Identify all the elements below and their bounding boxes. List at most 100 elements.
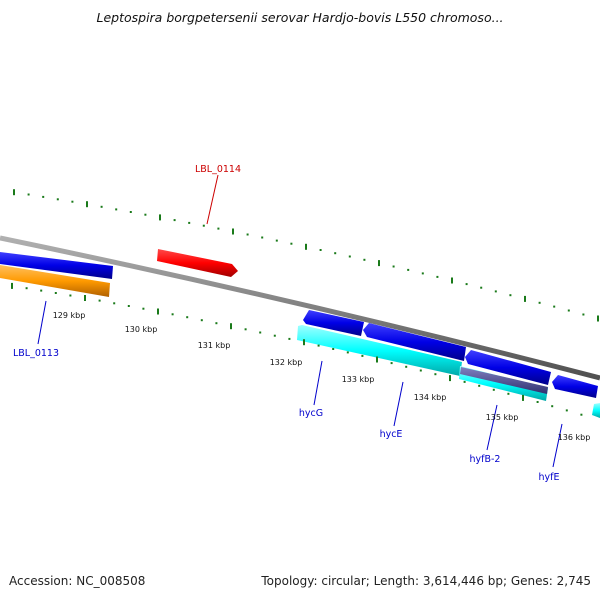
outer-tick-mark xyxy=(465,283,468,286)
outer-tick-mark xyxy=(13,189,15,196)
label-hyfE: hyfE xyxy=(539,472,560,483)
inner-tick-mark xyxy=(127,305,130,307)
inner-tick-mark xyxy=(40,289,43,292)
inner-tick-mark xyxy=(405,365,408,368)
inner-tick-mark xyxy=(303,339,305,346)
gene-hycG[interactable] xyxy=(303,310,364,336)
inner-tick-mark xyxy=(84,295,86,301)
gene-blue-left[interactable] xyxy=(0,252,113,279)
outer-tick-mark xyxy=(567,309,570,312)
outer-tick-mark xyxy=(144,213,147,216)
leader-lbl-0113 xyxy=(37,300,47,345)
inner-tick-mark xyxy=(478,384,481,387)
outer-tick-mark xyxy=(436,275,439,278)
inner-tick-mark xyxy=(522,394,524,401)
outer-tick-mark xyxy=(56,198,59,201)
inner-tick-mark xyxy=(215,322,218,325)
outer-tick-mark xyxy=(42,195,45,198)
inner-tick-mark xyxy=(244,328,247,331)
inner-tick-mark xyxy=(551,405,554,408)
outer-tick-mark xyxy=(290,242,293,245)
tick-label-134kbp: 134 kbp xyxy=(414,393,447,402)
outer-tick-mark xyxy=(246,233,249,236)
gene-hyfB-2[interactable] xyxy=(465,350,551,385)
inner-tick-mark xyxy=(142,307,145,310)
outer-tick-mark xyxy=(378,260,380,267)
inner-tick-mark xyxy=(346,351,349,354)
inner-tick-mark xyxy=(200,319,203,322)
map-title: Leptospira borgpetersenii serovar Hardjo… xyxy=(96,10,504,25)
genome-summary-text: Topology: circular; Length: 3,614,446 bp… xyxy=(261,574,591,588)
leader-hyfE xyxy=(552,423,563,468)
inner-tick-mark xyxy=(25,287,28,290)
outer-tick-mark xyxy=(86,201,88,208)
outer-tick-mark xyxy=(509,294,512,297)
inner-tick-mark xyxy=(230,323,232,330)
outer-tick-mark xyxy=(392,265,395,268)
inner-tick-mark xyxy=(492,388,495,391)
label-hyfB-2: hyfB-2 xyxy=(470,454,501,465)
outer-tick-mark xyxy=(71,200,74,203)
outer-tick-mark xyxy=(173,219,176,222)
gene-lbl-0114[interactable] xyxy=(157,249,238,277)
gene-hyfE[interactable] xyxy=(552,375,598,398)
inner-tick-mark xyxy=(332,348,335,350)
feature-cyan-main[interactable] xyxy=(297,325,462,376)
inner-tick-mark xyxy=(113,302,116,305)
gene-hycE[interactable] xyxy=(363,323,466,361)
outer-tick-mark xyxy=(524,295,526,302)
leader-lbl-0114 xyxy=(206,174,219,225)
outer-tick-mark xyxy=(275,239,278,242)
outer-tick-mark xyxy=(188,221,191,224)
outer-tick-mark xyxy=(538,301,541,304)
outer-tick-ring xyxy=(13,189,599,322)
tick-label-136kbp: 136 kbp xyxy=(558,433,591,442)
outer-tick-mark xyxy=(232,228,234,235)
outer-tick-mark xyxy=(217,227,220,230)
inner-tick-mark xyxy=(98,299,101,302)
outer-tick-mark xyxy=(597,315,599,322)
tick-label-133kbp: 133 kbp xyxy=(342,375,375,384)
inner-tick-mark xyxy=(565,409,568,412)
inner-tick-mark xyxy=(361,354,364,357)
leader-hycE xyxy=(393,381,404,427)
label-hycE: hycE xyxy=(380,429,403,440)
tick-label-130kbp: 130 kbp xyxy=(125,325,158,334)
inner-tick-mark xyxy=(54,292,57,294)
inner-tick-mark xyxy=(171,313,174,316)
outer-tick-mark xyxy=(159,214,161,221)
backbone-track xyxy=(0,235,600,381)
outer-tick-mark xyxy=(480,286,483,289)
outer-tick-mark xyxy=(407,268,410,271)
tick-label-129kbp: 129 kbp xyxy=(53,311,86,320)
inner-tick-mark xyxy=(69,294,72,297)
leader-hycG xyxy=(313,360,323,406)
outer-tick-mark xyxy=(129,211,132,213)
inner-tick-mark xyxy=(376,356,378,363)
inner-tick-mark xyxy=(317,344,320,347)
label-lbl-0114: LBL_0114 xyxy=(195,164,241,175)
feature-cyan-right[interactable] xyxy=(592,403,600,418)
inner-tick-ring xyxy=(11,282,583,416)
outer-tick-mark xyxy=(115,208,118,211)
inner-tick-mark xyxy=(288,337,291,340)
inner-tick-mark xyxy=(507,392,510,395)
outer-tick-mark xyxy=(261,236,264,239)
inner-tick-mark xyxy=(186,316,189,319)
leader-hyfB-2 xyxy=(486,404,498,451)
outer-tick-mark xyxy=(319,249,322,251)
inner-tick-mark xyxy=(580,413,583,416)
inner-tick-mark xyxy=(463,380,466,383)
outer-tick-mark xyxy=(363,258,366,261)
tick-label-132kbp: 132 kbp xyxy=(270,358,303,367)
outer-tick-mark xyxy=(421,272,424,275)
feature-purple-strip[interactable] xyxy=(460,367,548,394)
accession-text: Accession: NC_008508 xyxy=(9,574,146,588)
outer-tick-mark xyxy=(553,305,556,308)
label-lbl-0113: LBL_0113 xyxy=(13,348,59,359)
inner-tick-mark xyxy=(11,282,13,289)
outer-tick-mark xyxy=(582,313,585,316)
tick-label-135kbp: 135 kbp xyxy=(486,413,519,422)
feature-orange-left[interactable] xyxy=(0,265,110,297)
